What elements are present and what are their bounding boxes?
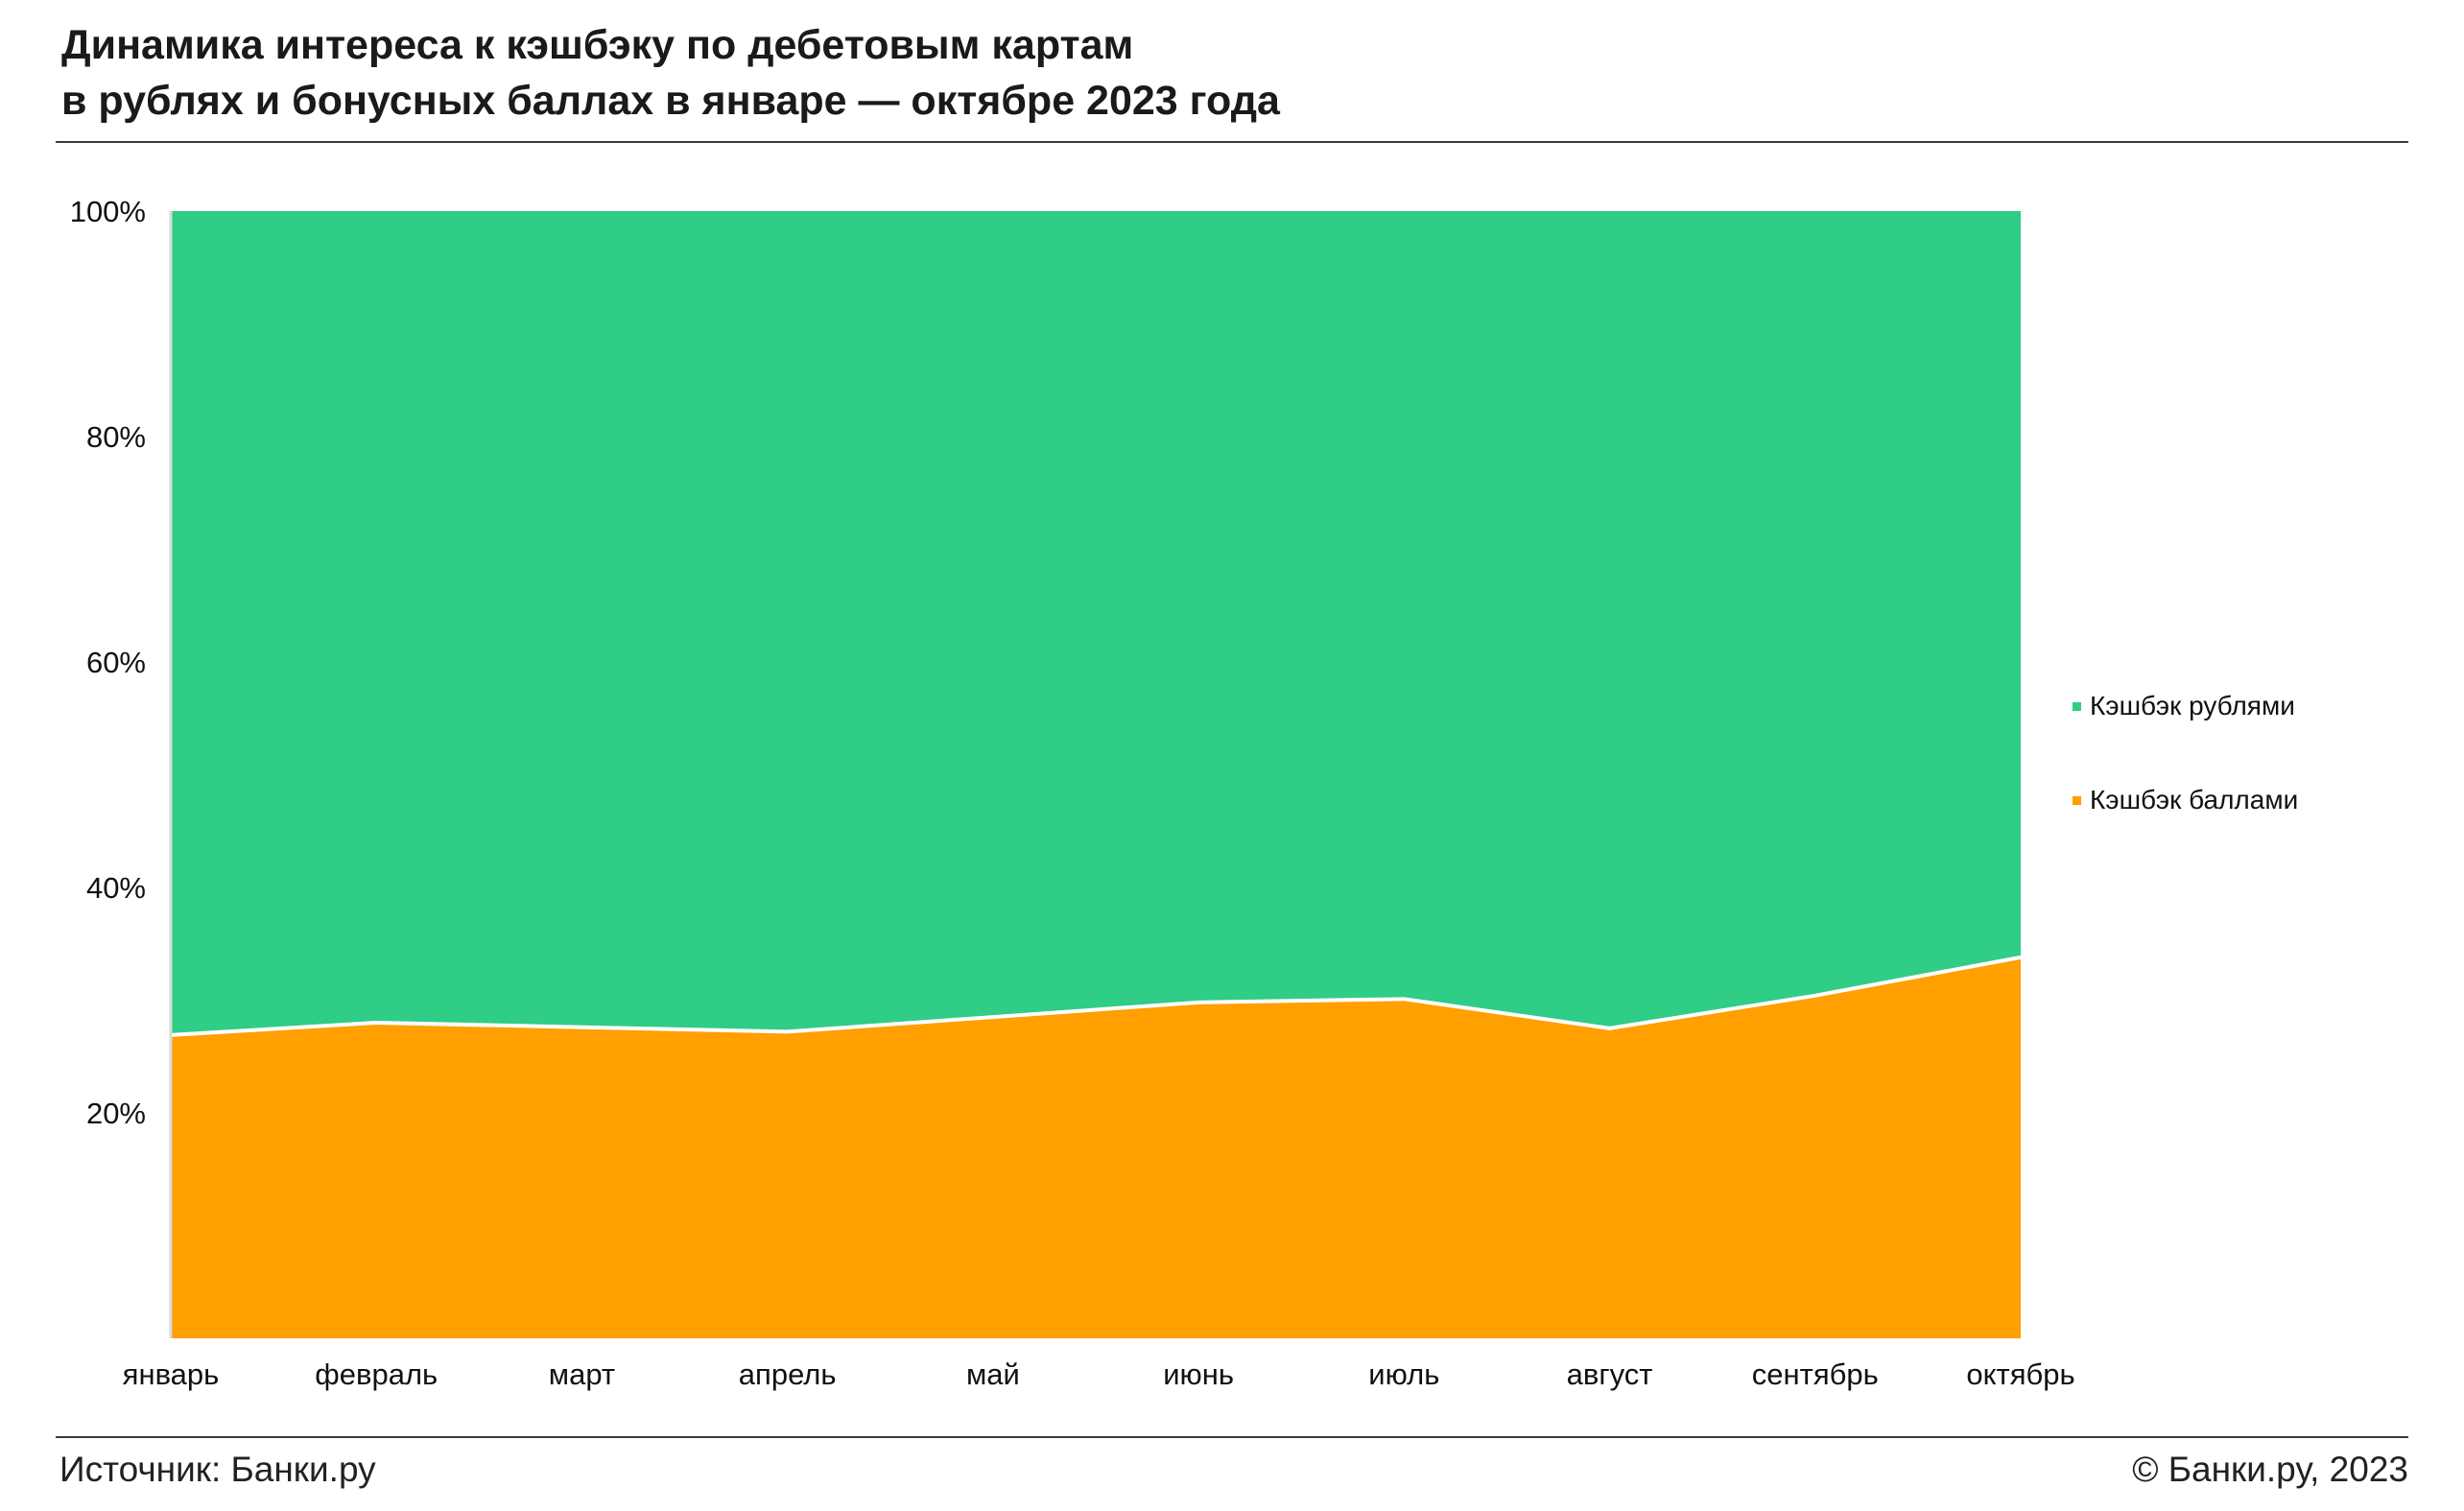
series-boundary-line bbox=[170, 955, 2022, 1037]
x-tick-label: октябрь bbox=[1966, 1358, 2074, 1391]
legend-item-rubles: Кэшбэк рублями bbox=[2073, 683, 2298, 729]
legend-item-points: Кэшбэк баллами bbox=[2073, 777, 2298, 823]
x-tick-label: май bbox=[966, 1358, 1020, 1391]
y-tick-label: 60% bbox=[86, 646, 146, 679]
legend-label-points: Кэшбэк баллами bbox=[2090, 785, 2299, 815]
legend: Кэшбэк рублями Кэшбэк баллами bbox=[2073, 683, 2298, 871]
legend-swatch-rubles bbox=[2073, 701, 2081, 711]
x-tick-label: январь bbox=[123, 1358, 220, 1391]
chart-title-line-1: Динамика интереса к кэшбэку по дебетовым… bbox=[61, 22, 1134, 68]
bottom-divider bbox=[56, 1436, 2408, 1438]
x-tick-label: июль bbox=[1368, 1358, 1439, 1391]
x-tick-label: февраль bbox=[315, 1358, 438, 1391]
chart-title: Динамика интереса к кэшбэку по дебетовым… bbox=[61, 17, 2364, 129]
x-tick-label: апрель bbox=[739, 1358, 837, 1391]
y-tick-label: 20% bbox=[86, 1097, 146, 1130]
y-tick-label: 40% bbox=[86, 871, 146, 905]
x-tick-label: июнь bbox=[1163, 1358, 1234, 1391]
chart-title-line-2: в рублях и бонусных баллах в январе — ок… bbox=[61, 78, 1280, 124]
y-tick-label: 100% bbox=[70, 195, 146, 228]
source-note: Источник: Банки.ру bbox=[59, 1450, 376, 1489]
copyright-note: © Банки.ру, 2023 bbox=[2132, 1450, 2408, 1489]
top-divider bbox=[56, 141, 2408, 143]
area-cashback-points bbox=[171, 956, 2021, 1338]
area-cashback-rubles bbox=[171, 211, 2021, 1035]
y-tick-label: 80% bbox=[86, 420, 146, 454]
x-tick-label: август bbox=[1567, 1358, 1653, 1391]
legend-swatch-points bbox=[2073, 795, 2081, 805]
x-tick-label: сентябрь bbox=[1752, 1358, 1879, 1391]
legend-label-rubles: Кэшбэк рублями bbox=[2090, 691, 2295, 720]
x-tick-label: март bbox=[549, 1358, 615, 1391]
